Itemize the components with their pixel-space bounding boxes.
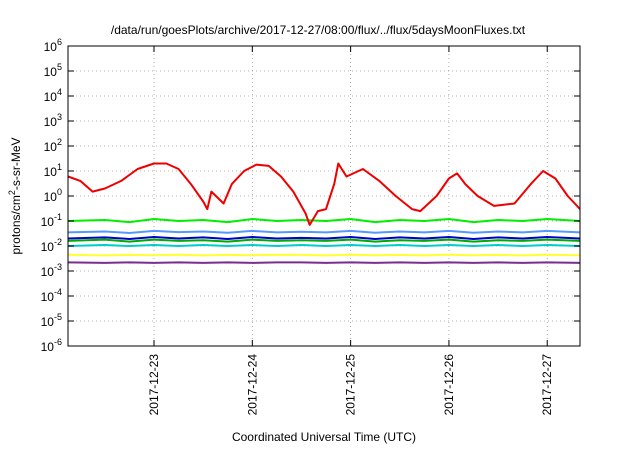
y-tick-label: 103 [44,112,62,129]
y-tick-exp: 2 [57,137,62,147]
x-tick-label: 2017-12-26 [442,354,456,416]
y-tick-exp: 1 [57,162,62,172]
y-tick-exp: 5 [57,62,62,72]
y-tick-label: 10-1 [41,212,62,229]
x-axis-label: Coordinated Universal Time (UTC) [232,430,416,444]
y-tick-base: 10 [41,265,55,279]
y-tick-label: 10-4 [41,287,62,304]
y-tick-label: 10-2 [41,237,62,254]
x-tick-label: 2017-12-25 [344,354,358,416]
series-line-7 [67,218,581,224]
y-tick-exp: 6 [57,37,62,47]
y-axis-label: protons/cm2-s-sr-MeV [7,137,23,254]
y-axis: 10-610-510-410-310-210-11001011021031041… [41,37,580,354]
y-tick-base: 10 [41,340,55,354]
series-line-2 [67,253,581,257]
y-tick-base: 10 [44,165,58,179]
y-tick-label: 102 [44,137,62,154]
y-tick-base: 10 [41,215,55,229]
chart-title: /data/run/goesPlots/archive/2017-12-27/0… [111,23,526,37]
y-tick-exp: 0 [57,187,62,197]
y-tick-label: 100 [44,187,62,204]
series-line-1 [67,261,581,264]
grid-lines [68,46,580,346]
y-tick-exp: -2 [54,237,62,247]
y-axis-label-rest: -s-sr-MeV [9,137,23,190]
y-tick-exp: -6 [54,337,62,347]
series-line-3 [67,244,581,247]
series-line-6 [67,229,581,234]
y-tick-label: 106 [44,37,62,54]
y-tick-label: 105 [44,62,62,79]
y-tick-label: 10-6 [41,337,62,354]
series-line-8 [67,162,581,226]
x-tick-label: 2017-12-24 [245,354,259,416]
y-tick-exp: -1 [54,212,62,222]
y-tick-base: 10 [44,65,58,79]
series-line-5 [67,236,581,240]
series-group [67,162,581,264]
y-tick-exp: -5 [54,312,62,322]
y-tick-exp: 3 [57,112,62,122]
x-tick-label: 2017-12-27 [540,354,554,416]
y-tick-base: 10 [44,115,58,129]
y-tick-base: 10 [44,140,58,154]
y-tick-exp: 4 [57,87,62,97]
x-axis: 2017-12-23 2017-12-24 2017-12-25 2017-12-26… [147,46,554,415]
y-tick-exp: -3 [54,262,62,272]
y-tick-base: 10 [41,290,55,304]
y-tick-base: 10 [44,40,58,54]
y-tick-label: 104 [44,87,62,104]
y-tick-base: 10 [44,190,58,204]
y-tick-label: 10-5 [41,312,62,329]
y-tick-label: 10-3 [41,262,62,279]
y-tick-label: 101 [44,162,62,179]
y-tick-base: 10 [41,315,55,329]
y-axis-label-sup: 2 [7,190,17,195]
y-tick-base: 10 [41,240,55,254]
y-tick-exp: -4 [54,287,62,297]
x-tick-label: 2017-12-23 [147,354,161,416]
series-line-4 [67,238,581,243]
y-axis-label-base: protons/cm [9,195,23,254]
y-tick-base: 10 [44,90,58,104]
